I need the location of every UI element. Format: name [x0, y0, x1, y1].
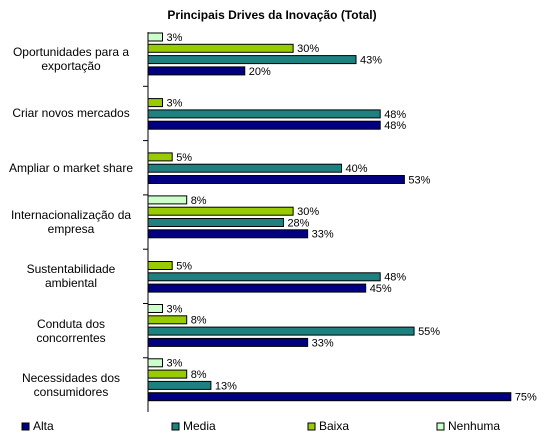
category-label: Ampliar o market share	[8, 160, 134, 175]
bar	[147, 163, 342, 173]
value-label: 3%	[167, 358, 183, 370]
category-label: Conduta dos concorrentes	[36, 316, 106, 345]
legend-label: Nenhuma	[448, 419, 500, 433]
value-label: 45%	[370, 283, 392, 295]
value-label: 48%	[384, 109, 406, 121]
chart-title: Principais Drives da Inovação (Total)	[167, 8, 376, 22]
value-label: 5%	[176, 260, 192, 272]
value-label: 13%	[215, 380, 237, 392]
legend-label: Media	[183, 419, 216, 433]
value-label: 30%	[297, 43, 319, 55]
value-label: 3%	[167, 303, 183, 315]
bar	[147, 175, 405, 184]
bar	[147, 206, 294, 216]
value-label: 8%	[191, 369, 207, 381]
value-label: 30%	[297, 206, 319, 218]
bar	[147, 218, 284, 227]
value-label: 20%	[249, 66, 271, 78]
value-label: 8%	[191, 315, 207, 327]
bar	[147, 326, 415, 336]
bar	[147, 195, 188, 205]
value-label: 33%	[312, 229, 334, 241]
bar	[147, 66, 246, 76]
value-label: 3%	[167, 98, 183, 110]
value-label: 75%	[515, 392, 537, 404]
value-label: 43%	[360, 55, 382, 67]
bar	[147, 380, 212, 390]
bar	[147, 109, 381, 119]
bar	[147, 337, 309, 347]
bar	[147, 43, 294, 53]
bar	[147, 229, 309, 239]
bar	[147, 304, 164, 313]
value-label: 48%	[384, 272, 406, 284]
category-label: Sustentabilidade ambiental	[26, 262, 116, 291]
bar	[147, 261, 173, 270]
value-label: 8%	[191, 195, 207, 207]
legend-swatch	[171, 422, 180, 431]
bar	[147, 152, 173, 162]
category-label: Oportunidades para a exportação	[12, 45, 130, 74]
value-label: 53%	[408, 174, 430, 186]
legend-swatch	[307, 422, 316, 431]
bar	[147, 392, 512, 402]
value-label: 3%	[167, 32, 183, 44]
legend-label: Baixa	[319, 419, 349, 433]
bar	[147, 283, 367, 293]
value-label: 48%	[384, 120, 406, 132]
legend-swatch	[436, 422, 445, 431]
bar	[147, 32, 164, 42]
category-label: Internacionalização da empresa	[10, 208, 132, 237]
legend-swatch	[21, 422, 30, 431]
bar	[147, 98, 164, 108]
category-label: Necessidades dos consumidores	[21, 370, 121, 399]
value-label: 5%	[176, 152, 192, 164]
category-label: Criar novos mercados	[12, 106, 130, 121]
value-label: 28%	[287, 217, 309, 229]
value-label: 40%	[346, 163, 368, 175]
bar	[147, 120, 381, 130]
value-label: 33%	[312, 337, 334, 349]
bar	[147, 55, 357, 65]
bar	[147, 272, 381, 282]
legend-label: Alta	[33, 419, 54, 433]
bar	[147, 358, 164, 368]
value-label: 55%	[418, 326, 440, 338]
bar	[147, 369, 188, 379]
bar	[147, 315, 188, 325]
